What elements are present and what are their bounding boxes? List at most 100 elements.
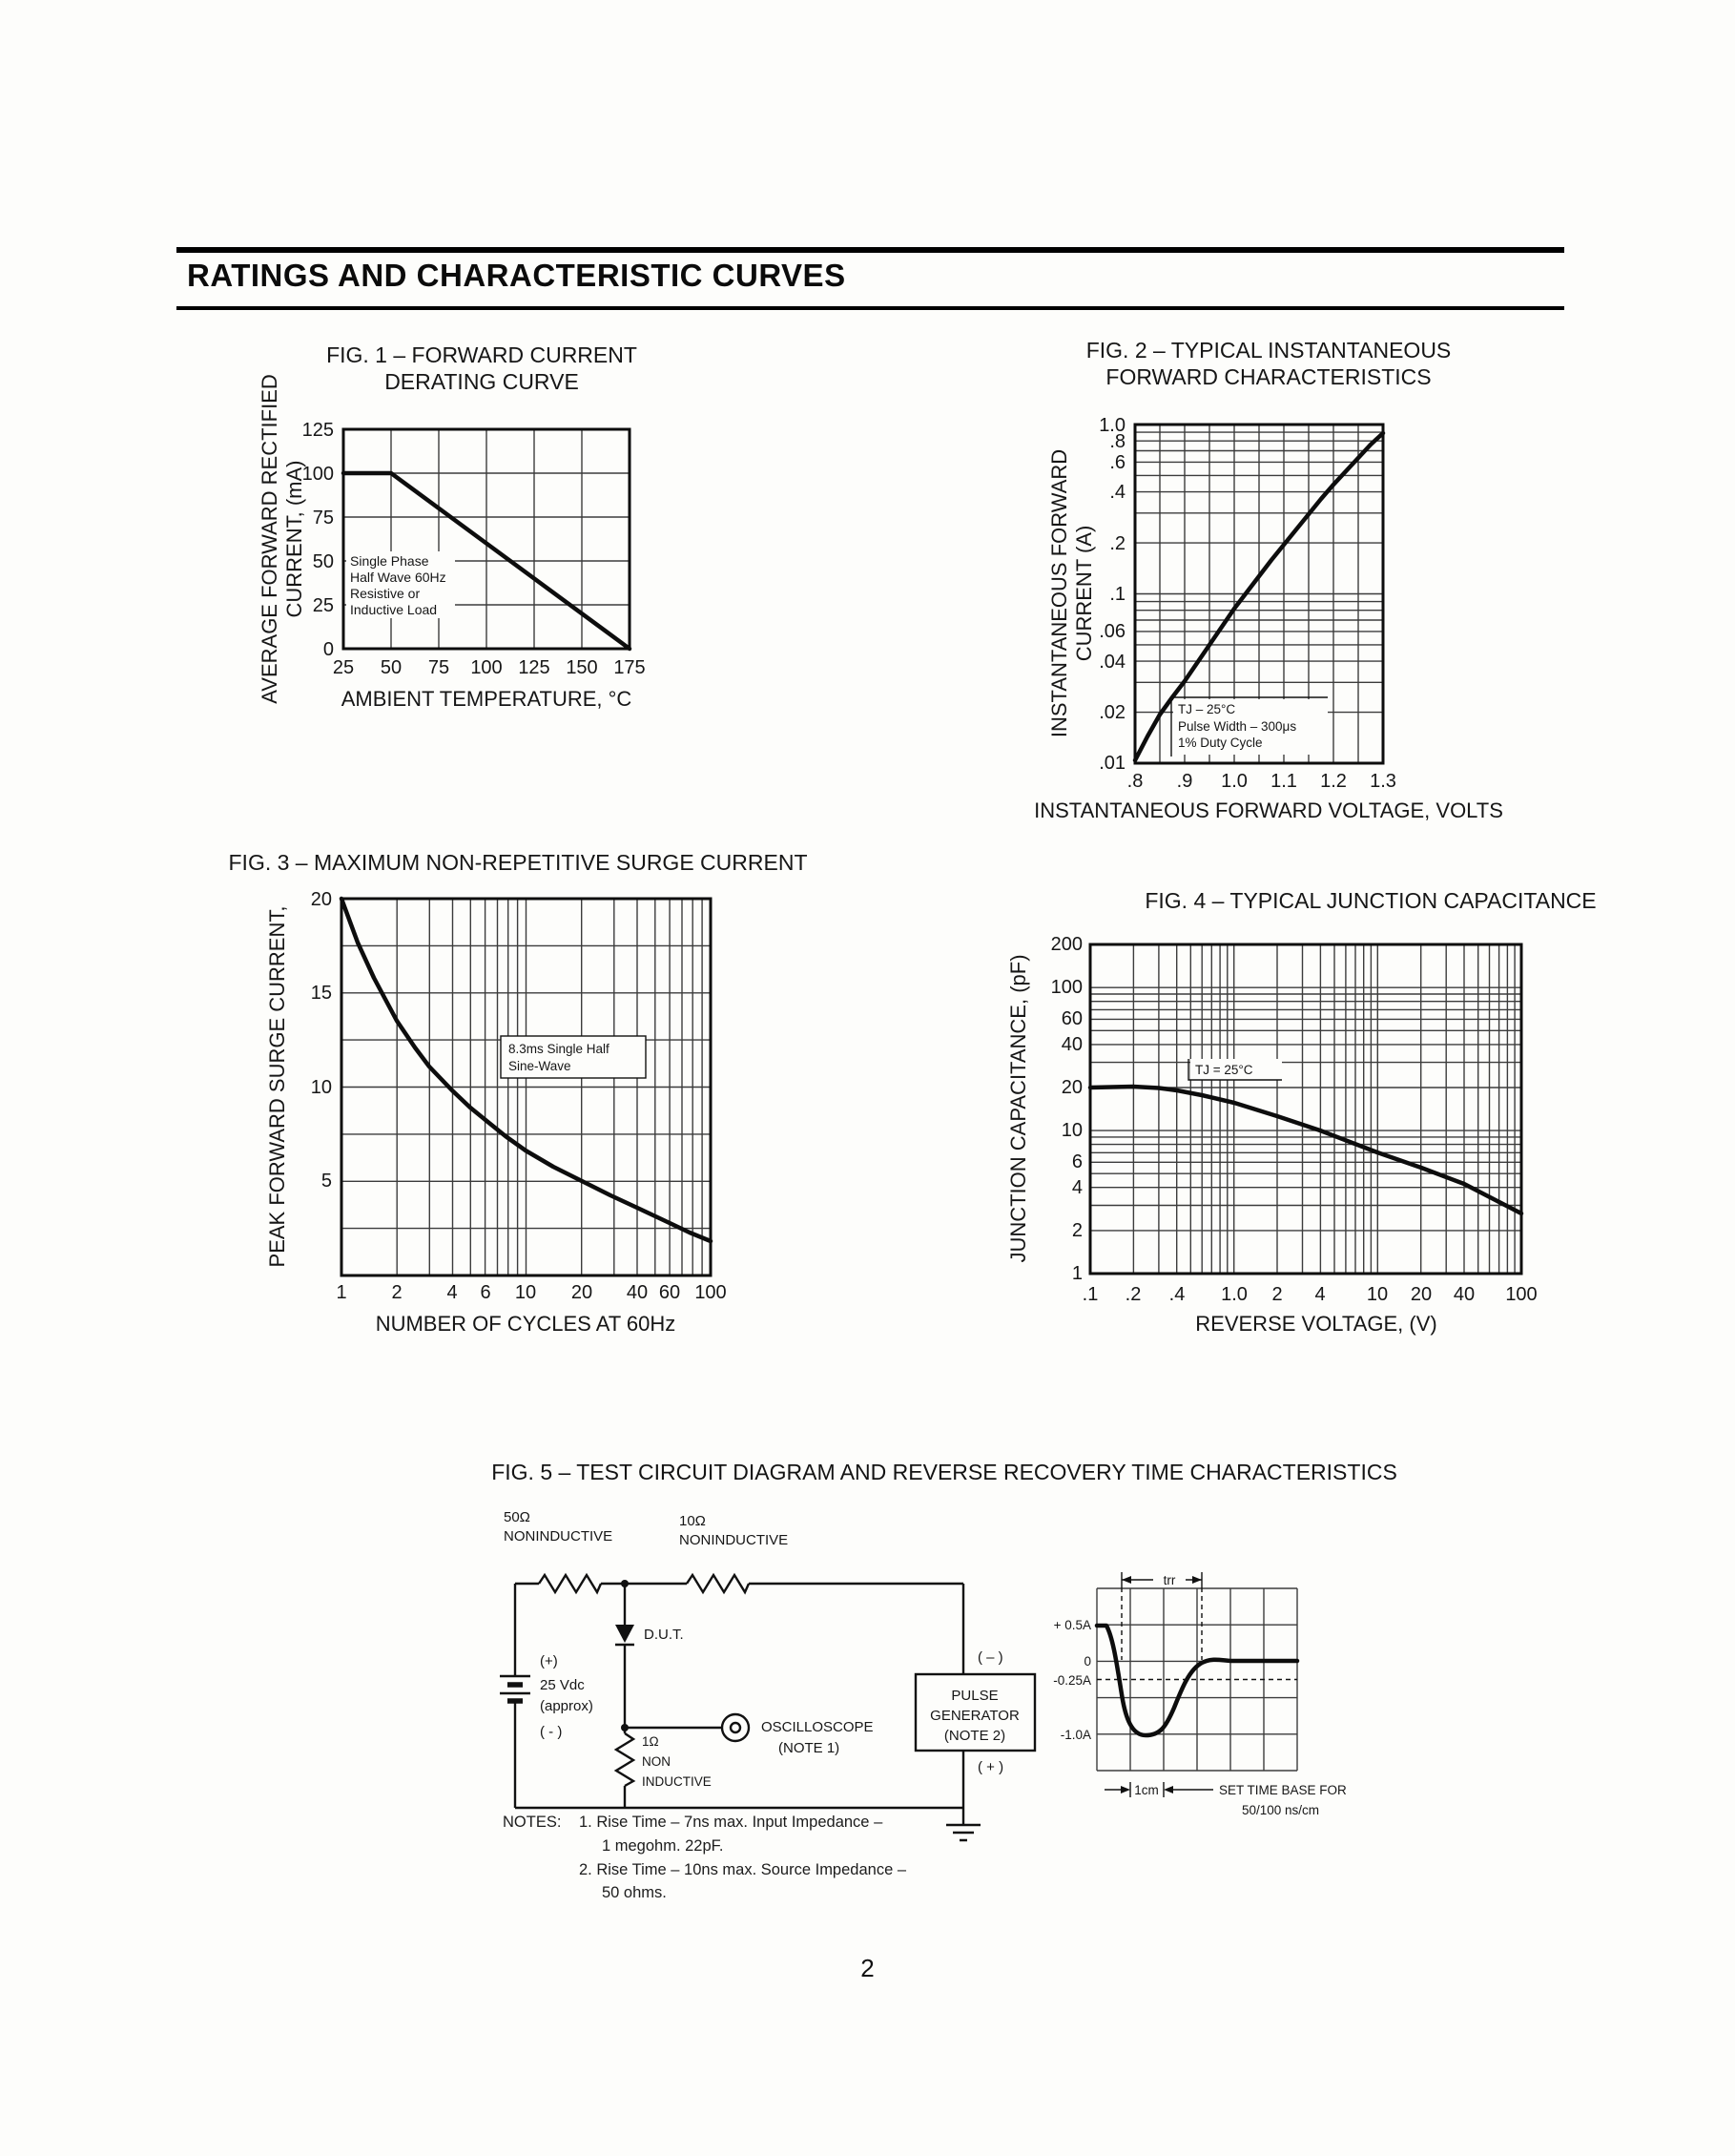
fig4-x-tick: .2 [1126, 1284, 1142, 1305]
fig4-y-tick: 6 [1072, 1151, 1083, 1172]
note-line-1: 1. Rise Time – 7ns max. Input Impedance … [579, 1814, 883, 1831]
supply-approx-label: (approx) [540, 1698, 593, 1714]
fig4-y-tick: 20 [1062, 1077, 1083, 1098]
fig4-chart: FIG. 4 – TYPICAL JUNCTION CAPACITANCE JU… [1006, 888, 1597, 1336]
fig2-title-line1: FIG. 2 – TYPICAL INSTANTANEOUS [1086, 338, 1452, 363]
circuit-wires [513, 1582, 965, 1825]
trr-dimension-lines [1121, 1572, 1203, 1587]
pulse-generator-line1: PULSE [951, 1688, 998, 1704]
fig2-annotation-bracket [1170, 696, 1328, 757]
notes-heading: NOTES: [503, 1814, 562, 1831]
fig4-x-tick: .1 [1083, 1284, 1099, 1305]
trr-right-arrowhead [1192, 1576, 1202, 1584]
fig2-annotation-line: 1% Duty Cycle [1178, 736, 1263, 750]
fig1-x-tick: 25 [333, 657, 354, 678]
fig4-y-tick: 10 [1062, 1120, 1083, 1141]
resistor-50-value: 50Ω [504, 1509, 530, 1525]
fig1-annotation-line: Resistive or [350, 586, 420, 601]
fig3-annotation-line: Sine-Wave [508, 1059, 571, 1073]
level-minus-one-amp: -1.0A [1061, 1728, 1091, 1742]
fig3-x-tick: 10 [515, 1282, 536, 1303]
fig1-x-tick: 175 [613, 657, 645, 678]
pulse-generator-labels: PULSE GENERATOR (NOTE 2) ( – ) ( + ) [930, 1649, 1020, 1775]
fig2-y-axis-label: INSTANTANEOUS FORWARD CURRENT (A) [1047, 449, 1096, 737]
waveform-level-labels: + 0.5A 0 -0.25A -1.0A [1053, 1618, 1091, 1742]
fig1-y-tick: 125 [302, 420, 334, 441]
fig1-grid [343, 429, 630, 649]
fig1-y-tick: 0 [323, 639, 334, 660]
fig3-y-tick: 10 [311, 1077, 332, 1098]
fig2-x-tick: 1.1 [1270, 771, 1297, 792]
fig2-y-tick: .8 [1109, 431, 1126, 452]
fig3-annotation-line: 8.3ms Single Half [508, 1042, 609, 1056]
fig4-y-ticks: 200 100 60 40 20 10 6 4 2 1 [1051, 934, 1083, 1284]
fig2-chart: FIG. 2 – TYPICAL INSTANTANEOUS FORWARD C… [1034, 338, 1503, 822]
fig3-y-ticks: 20 15 10 5 [311, 889, 332, 1192]
resistor-50-symbol [538, 1572, 603, 1595]
level-plus-half-amp: + 0.5A [1054, 1618, 1091, 1632]
fig2-x-tick: .8 [1127, 771, 1144, 792]
resistor-10-type: NONINDUCTIVE [679, 1532, 788, 1548]
fig2-y-tick: .6 [1109, 452, 1126, 473]
fig3-title: FIG. 3 – MAXIMUM NON-REPETITIVE SURGE CU… [229, 850, 808, 875]
fig2-x-tick: 1.0 [1221, 771, 1248, 792]
fig3-x-tick: 2 [391, 1282, 402, 1303]
battery-long-plates [500, 1674, 530, 1695]
pulse-generator-minus: ( – ) [978, 1649, 1003, 1666]
fig4-x-tick: 1.0 [1221, 1284, 1248, 1305]
resistor-10-label: 10Ω NONINDUCTIVE [679, 1513, 788, 1548]
fig4-y-tick: 4 [1072, 1177, 1083, 1198]
fig4-x-tick: 100 [1505, 1284, 1537, 1305]
fig1-y-ticks: 125 100 75 50 25 0 [302, 420, 334, 660]
fig3-y-tick: 20 [311, 889, 332, 910]
fig1-x-tick: 150 [566, 657, 597, 678]
fig1-x-tick: 75 [428, 657, 449, 678]
fig1-derating-curve [341, 470, 632, 652]
pulse-generator-box [914, 1672, 1037, 1752]
fig4-y-tick: 100 [1051, 977, 1083, 998]
note-line-2: 2. Rise Time – 10ns max. Source Impedanc… [579, 1860, 907, 1878]
resistor-1-type-line1: NON [642, 1754, 671, 1769]
one-cm-label: 1cm [1134, 1783, 1159, 1797]
resistor-1-value: 1Ω [642, 1734, 659, 1749]
oscilloscope-label-line2: (NOTE 1) [778, 1740, 839, 1756]
pulse-generator-line3: (NOTE 2) [944, 1728, 1005, 1744]
fig1-annotation: Single Phase Half Wave 60Hz Resistive or… [350, 553, 446, 617]
fig3-x-tick: 100 [694, 1282, 726, 1303]
fig1-annotation-bg [346, 551, 455, 618]
fig4-plot-border [1088, 943, 1523, 1275]
fig4-annotation: TJ = 25°C [1195, 1063, 1253, 1077]
fig3-plot-border [340, 897, 713, 1277]
fig2-y-tick: .02 [1099, 702, 1126, 723]
fig2-y-tick: .01 [1099, 753, 1126, 774]
resistor-1-symbol [613, 1732, 636, 1788]
supply-voltage-label: 25 Vdc [540, 1677, 585, 1693]
supply-minus-label: ( - ) [540, 1724, 562, 1740]
title-underline-rule [176, 306, 1564, 310]
fig3-x-tick: 4 [446, 1282, 457, 1303]
fig4-annotation-bracket [1188, 1059, 1282, 1081]
fig3-x-axis-label: NUMBER OF CYCLES AT 60Hz [376, 1312, 676, 1336]
fig2-y-tick: .2 [1109, 533, 1126, 554]
fig1-y-label-line1: AVERAGE FORWARD RECTIFIED [258, 374, 281, 704]
fig3-annotation: 8.3ms Single Half Sine-Wave [508, 1042, 609, 1073]
fig2-grid [1135, 425, 1383, 763]
fig3-grid [341, 899, 711, 1275]
fig1-title-line2: DERATING CURVE [384, 369, 579, 394]
fig2-annotation: TJ – 25°C Pulse Width – 300μs 1% Duty Cy… [1178, 702, 1296, 750]
fig2-x-tick: 1.2 [1320, 771, 1347, 792]
circuit-node [621, 1724, 629, 1731]
one-cm-left-arrowhead [1121, 1786, 1130, 1793]
fig4-title: FIG. 4 – TYPICAL JUNCTION CAPACITANCE [1145, 888, 1596, 913]
fig2-title: FIG. 2 – TYPICAL INSTANTANEOUS FORWARD C… [1086, 338, 1452, 389]
fig1-title-line1: FIG. 1 – FORWARD CURRENT [326, 342, 637, 367]
pulse-generator-plus: ( + ) [978, 1759, 1003, 1775]
timebase-line1: SET TIME BASE FOR [1219, 1783, 1347, 1797]
one-cm-right-arrowhead [1164, 1786, 1173, 1793]
fig1-y-tick: 100 [302, 464, 334, 485]
fig4-x-tick: .4 [1169, 1284, 1186, 1305]
fig2-annotation-line: TJ – 25°C [1178, 702, 1235, 716]
fig2-y-ticks: 1.0 .8 .6 .4 .2 .1 .06 .04 .02 .01 [1099, 415, 1126, 774]
fig4-x-axis-label: REVERSE VOLTAGE, (V) [1195, 1312, 1436, 1336]
